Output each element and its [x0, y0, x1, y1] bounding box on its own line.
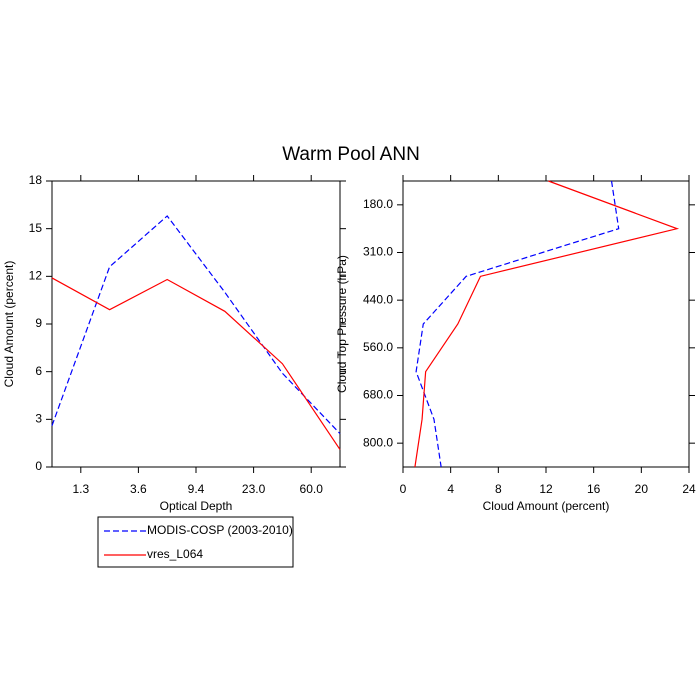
- x-tick-label: 23.0: [242, 482, 266, 496]
- y-tick-label: 680.0: [363, 388, 393, 402]
- x-tick-label: 8: [495, 482, 502, 496]
- y-tick-label: 9: [35, 316, 42, 330]
- series-line: [414, 180, 680, 468]
- plot-frame: [51, 180, 341, 468]
- x-axis-label: Cloud Amount (percent): [483, 499, 610, 513]
- x-tick-label: 1.3: [72, 482, 89, 496]
- series-line: [51, 215, 341, 435]
- y-tick-label: 3: [35, 412, 42, 426]
- y-tick-label: 440.0: [363, 292, 393, 306]
- legend-label: MODIS-COSP (2003-2010): [147, 523, 293, 537]
- legend-box: [97, 516, 294, 568]
- y-axis-label: Cloud Amount (percent): [2, 261, 16, 388]
- x-tick-label: 16: [587, 482, 601, 496]
- y-tick-label: 800.0: [363, 435, 393, 449]
- figure-title: Warm Pool ANN: [282, 144, 420, 165]
- x-tick-label: 20: [635, 482, 649, 496]
- y-tick-label: 15: [29, 221, 43, 235]
- x-tick-label: 12: [539, 482, 553, 496]
- y-tick-label: 310.0: [363, 245, 393, 259]
- x-tick-label: 9.4: [188, 482, 205, 496]
- y-axis-label: Cloud Top Pressure (hPa): [335, 255, 349, 393]
- x-tick-label: 24: [682, 482, 696, 496]
- x-tick-label: 3.6: [130, 482, 147, 496]
- x-tick-label: 0: [400, 482, 407, 496]
- y-tick-label: 180.0: [363, 197, 393, 211]
- y-tick-label: 560.0: [363, 340, 393, 354]
- series-line: [415, 180, 620, 468]
- y-tick-label: 12: [29, 269, 43, 283]
- plot-frame: [402, 180, 690, 468]
- y-tick-label: 18: [29, 173, 43, 187]
- y-tick-label: 0: [35, 459, 42, 473]
- series-line: [51, 277, 341, 450]
- x-tick-label: 60.0: [300, 482, 324, 496]
- y-tick-label: 6: [35, 364, 42, 378]
- legend-label: vres_L064: [147, 547, 203, 561]
- x-tick-label: 4: [447, 482, 454, 496]
- x-axis-label: Optical Depth: [160, 499, 233, 513]
